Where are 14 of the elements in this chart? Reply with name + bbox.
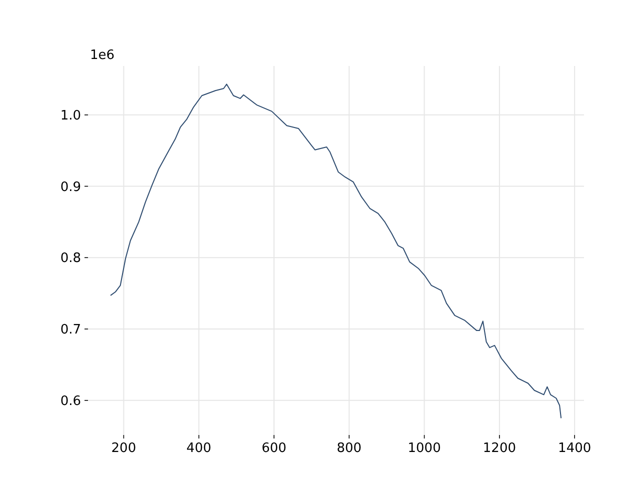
x-tick-label: 400 (186, 441, 212, 456)
x-tick-label: 1000 (408, 441, 441, 456)
x-tick-label: 800 (336, 441, 362, 456)
line-series (110, 84, 562, 419)
y-tick-label: 0.9 (60, 180, 81, 195)
y-tick-label: 0.8 (60, 251, 81, 266)
x-tick-label: 1400 (558, 441, 592, 456)
x-tick-label: 200 (111, 441, 136, 456)
x-tick-label: 600 (262, 441, 286, 456)
y-tick-label: 1.0 (60, 108, 81, 124)
y-tick-label: 0.7 (60, 322, 81, 338)
y-tick-label: 0.6 (60, 394, 81, 409)
text: 1e6 (90, 48, 115, 63)
x-tick-label: 1200 (482, 441, 516, 456)
